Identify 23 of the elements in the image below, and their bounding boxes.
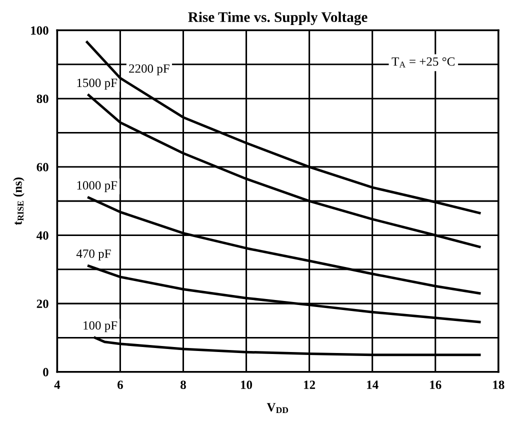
x-tick-label: 4 (54, 380, 60, 389)
x-tick-label: 10 (241, 380, 252, 390)
y-tick-label: 20 (36, 300, 48, 308)
series-label: 1000 pF (77, 181, 118, 192)
x-tick-label: 6 (118, 380, 123, 390)
x-axis-title: V$_{DD}$ (266, 403, 288, 414)
x-tick-label: 18 (493, 380, 504, 390)
y-tick-label: 0 (43, 368, 48, 376)
x-tick-label: 16 (430, 380, 442, 390)
y-tick-label: 60 (36, 162, 48, 172)
x-tick-label: 12 (304, 380, 316, 389)
y-axis-title: t$_{RISE}$ (ns) (13, 178, 24, 225)
y-tick-label: 100 (31, 26, 48, 35)
annotation: T$_{A}$ = +25 °C (392, 57, 454, 68)
series-label: 2200 pF (129, 64, 170, 76)
y-tick-label: 80 (36, 94, 48, 104)
x-tick-label: 8 (180, 380, 186, 390)
series-label: 470 pF (76, 249, 111, 260)
series-label: 100 pF (84, 321, 118, 332)
chart-title: Rise Time vs. Supply Voltage (188, 12, 368, 26)
x-tick-label: 14 (367, 380, 378, 389)
series-label: 1500 pF (77, 78, 118, 90)
y-tick-label: 40 (36, 231, 48, 240)
